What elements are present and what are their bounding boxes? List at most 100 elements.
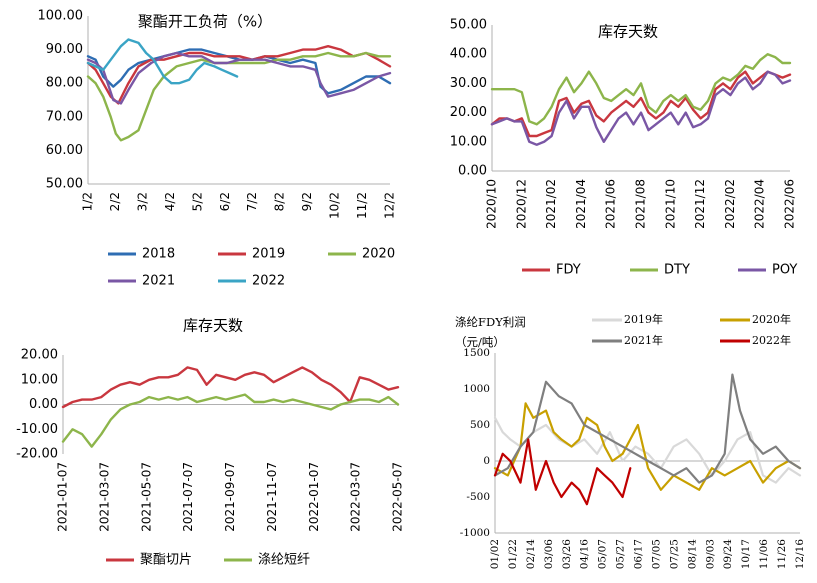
series-line-0 <box>86 48 392 95</box>
x-tick-label: 2020/10 <box>485 179 499 229</box>
x-tick-label: 02/14 <box>525 539 537 570</box>
y-tick-label: 90.00 <box>46 42 83 57</box>
legend-label: POY <box>772 263 797 278</box>
x-tick-label: 2022-05-07 <box>391 462 405 532</box>
series-line-3 <box>86 51 392 105</box>
chart-title: 库存天数 <box>598 23 658 41</box>
x-tick-label: 2021/08 <box>634 179 648 229</box>
y-tick-label: 50.00 <box>46 177 83 192</box>
x-tick-label: 7/2 <box>245 192 259 211</box>
x-tick-label: 2022/02 <box>723 179 737 229</box>
y-tick-label: 50.00 <box>450 18 487 33</box>
series-line-0 <box>61 366 400 409</box>
chart-title: 库存天数 <box>183 317 243 335</box>
x-tick-label: 2021/04 <box>574 179 588 229</box>
y-tick-label: 0.00 <box>29 397 58 412</box>
x-tick-label: 2021-09-07 <box>223 462 237 532</box>
x-tick-label: 3/2 <box>135 192 149 211</box>
y-tick-label: 100.00 <box>38 9 84 24</box>
y-tick-label: 70.00 <box>46 109 83 124</box>
series-line-1 <box>86 45 392 105</box>
x-tick-label: 11/06 <box>758 539 770 570</box>
x-tick-label: 2021-01-07 <box>56 462 70 532</box>
y-tick-label: -20.00 <box>16 447 58 462</box>
x-tick-label: 05/27 <box>615 539 627 569</box>
x-tick-label: 01/22 <box>507 539 519 569</box>
x-tick-label: 8/2 <box>273 192 287 211</box>
chart-filament-inventory-days: 库存天数 0.00 10.00 20.00 30.00 40.00 50.00 2020/10… <box>450 18 798 278</box>
x-tick-label: 07/25 <box>668 539 680 569</box>
chart-fdy-profit: 涤纶FDY利润 （元/吨） -1000 -500 0 500 1000 1500 01/02 01… <box>455 312 806 569</box>
chart-title: 涤纶FDY利润 <box>455 315 526 329</box>
x-tick-label: 2/2 <box>108 192 122 211</box>
x-tick-label: 04/16 <box>579 539 591 570</box>
x-tick-label: 09/03 <box>704 539 716 569</box>
x-tick-label: 07/05 <box>650 539 662 569</box>
legend-label: 2022 <box>252 274 285 289</box>
legend-label: 2022年 <box>752 333 791 347</box>
y-tick-label: 80.00 <box>46 76 83 91</box>
x-tick-label: 2021/12 <box>693 179 707 229</box>
x-tick-label: 06/17 <box>633 539 645 569</box>
y-tick-label: -1000 <box>460 527 490 539</box>
y-tick-label: 10.00 <box>450 134 487 149</box>
legend-label: 2021年 <box>624 333 663 347</box>
x-tick-label: 08/14 <box>686 539 698 570</box>
series-line-0 <box>490 70 792 138</box>
x-tick-label: 12/2 <box>383 192 397 219</box>
x-tick-label: 10/2 <box>328 192 342 219</box>
x-tick-label: 4/2 <box>163 192 177 211</box>
chart-staple-chip-inventory-days: 库存天数 -20.00 -10.00 0.00 10.00 20.00 2021-01-07… <box>16 317 404 568</box>
chart-operating-rate: 聚酯开工负荷（%） 50.00 60.00 70.00 80.00 90.00 100.00… <box>38 9 397 289</box>
x-tick-label: 11/2 <box>355 192 369 219</box>
x-tick-label: 11/26 <box>776 539 788 570</box>
y-tick-label: -10.00 <box>16 422 58 437</box>
legend-label: 2021 <box>142 274 175 289</box>
legend-label: 2019年 <box>624 312 663 326</box>
legend-label: DTY <box>664 263 690 278</box>
legend-label: 聚酯切片 <box>140 553 192 568</box>
y-tick-label: 500 <box>470 419 490 431</box>
legend-label: 2020 <box>362 247 395 262</box>
chart-unit: （元/吨） <box>455 335 505 349</box>
x-tick-label: 03/26 <box>561 539 573 570</box>
series-line-3 <box>493 438 632 506</box>
x-tick-label: 2022/06 <box>783 179 797 229</box>
series-line-4 <box>86 38 239 85</box>
series-line-1 <box>493 402 802 491</box>
y-tick-label: 30.00 <box>450 76 487 91</box>
x-tick-label: 2021-05-07 <box>139 462 153 532</box>
x-tick-label: 03/06 <box>543 539 555 570</box>
series-line-1 <box>490 53 792 126</box>
x-tick-label: 2021/10 <box>663 179 677 229</box>
x-tick-label: 2021-07-07 <box>181 462 195 532</box>
x-tick-label: 09/24 <box>722 539 734 570</box>
series-line-1 <box>61 393 400 448</box>
x-tick-label: 2022-03-07 <box>349 462 363 532</box>
legend-label: 2018 <box>142 247 175 262</box>
x-tick-label: 9/2 <box>300 192 314 211</box>
legend-label: 2019 <box>252 247 285 262</box>
series-line-2 <box>490 70 792 146</box>
x-tick-label: 5/2 <box>190 192 204 211</box>
y-tick-label: 0 <box>483 455 490 467</box>
y-tick-label: 0.00 <box>458 164 487 179</box>
legend-label: 涤纶短纤 <box>258 553 310 568</box>
y-tick-label: 10.00 <box>21 372 58 387</box>
y-tick-label: 60.00 <box>46 143 83 158</box>
y-tick-label: 20.00 <box>450 105 487 120</box>
y-tick-label: -500 <box>466 491 490 503</box>
chart-title: 聚酯开工负荷（%） <box>138 13 272 31</box>
legend-label: 2020年 <box>752 312 791 326</box>
x-tick-label: 2022/04 <box>753 179 767 229</box>
x-tick-label: 2022-01-07 <box>307 462 321 532</box>
y-tick-label: 40.00 <box>450 47 487 62</box>
x-tick-label: 2020/12 <box>514 179 528 229</box>
x-tick-label: 01/02 <box>489 539 501 569</box>
x-tick-label: 1/2 <box>81 192 95 211</box>
x-tick-label: 2021/06 <box>604 179 618 229</box>
x-tick-label: 10/17 <box>740 539 752 569</box>
x-tick-label: 05/07 <box>597 539 609 569</box>
y-tick-label: 1000 <box>463 383 490 395</box>
